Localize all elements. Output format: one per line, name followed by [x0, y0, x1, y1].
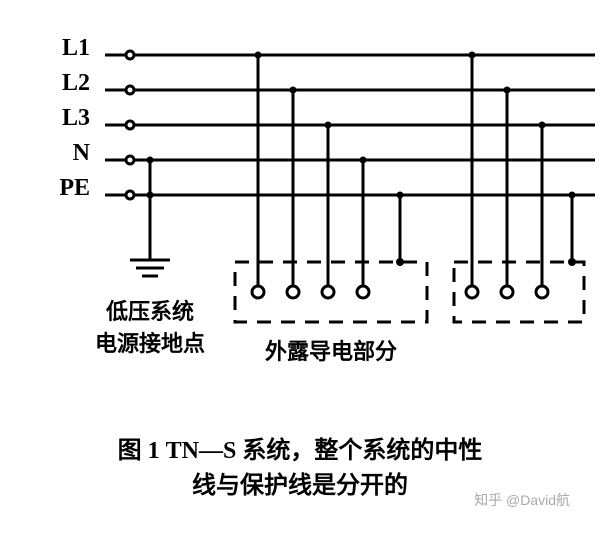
- diagram-canvas: L1 L2 L3 N PE 低压系统电源接地点 外露导电部分 图 1 TN—S …: [0, 0, 600, 535]
- watermark: 知乎 @David航: [474, 490, 570, 510]
- label-exposed: 外露导电部分: [235, 334, 427, 366]
- label-L3: L3: [35, 105, 90, 132]
- label-PE: PE: [35, 175, 90, 202]
- label-ground-source: 低压系统电源接地点: [70, 294, 230, 358]
- label-L1: L1: [35, 35, 90, 62]
- caption-line-1: 图 1 TN—S 系统，整个系统的中性: [0, 430, 600, 465]
- label-L2: L2: [35, 70, 90, 97]
- label-N: N: [35, 140, 90, 167]
